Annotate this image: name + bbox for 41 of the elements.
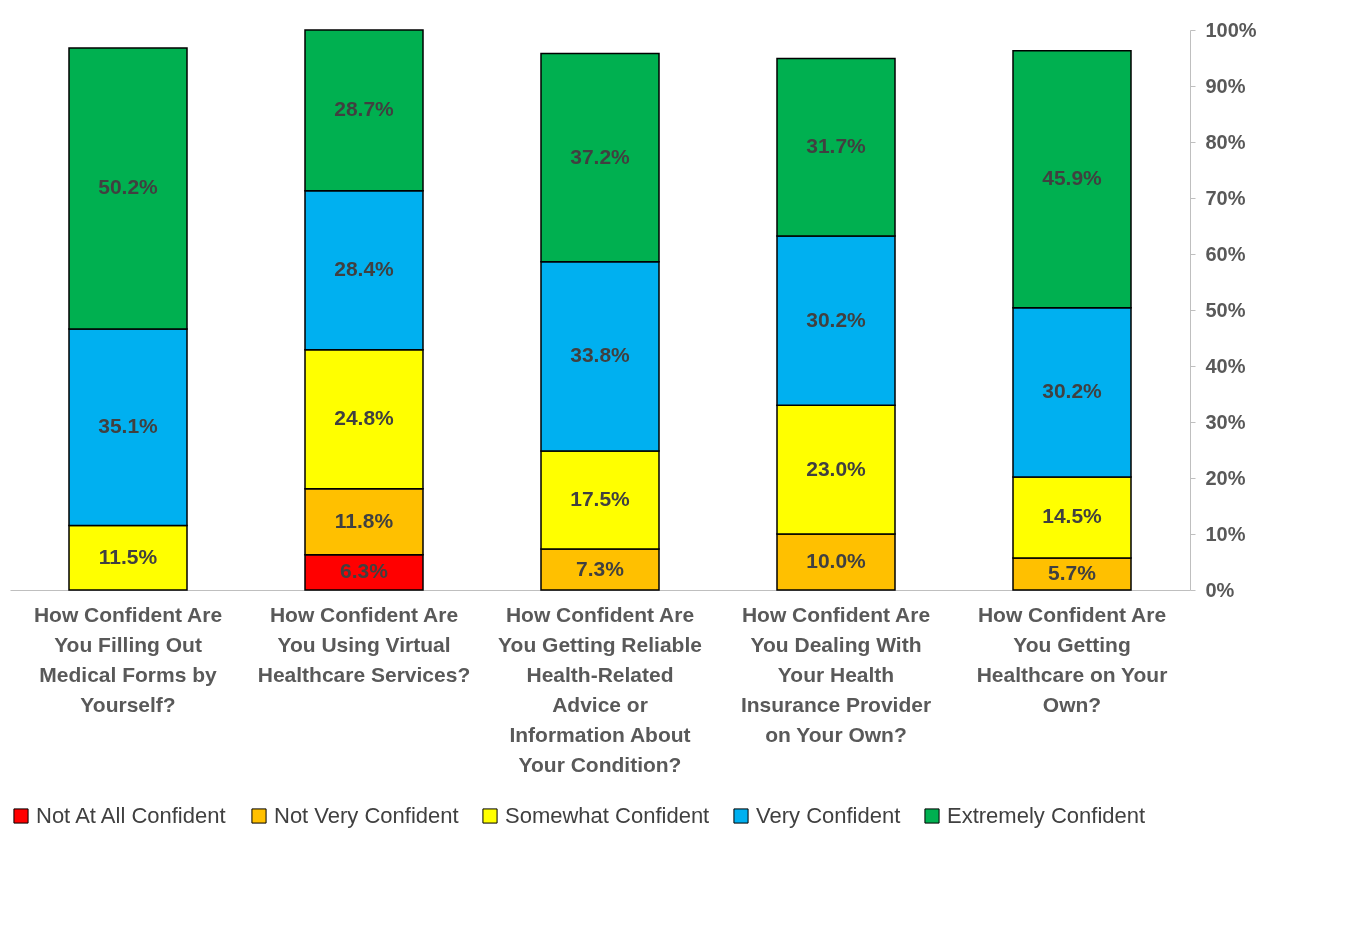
- y-tick-label: 90%: [1205, 74, 1246, 97]
- y-tick-label: 20%: [1205, 466, 1246, 489]
- data-label: 28.7%: [334, 97, 395, 121]
- data-label: 31.7%: [806, 134, 867, 158]
- data-label: 11.8%: [334, 508, 394, 532]
- data-label: 5.7%: [1048, 561, 1097, 585]
- data-label: 11.5%: [98, 544, 158, 568]
- legend-label: Not Very Confident: [274, 803, 459, 828]
- data-label: 14.5%: [1042, 504, 1103, 528]
- data-label: 33.8%: [570, 343, 631, 367]
- x-tick-label: How Confident Are You Using Virtual Healthcare Services?: [257, 603, 471, 686]
- y-tick-label: 100%: [1205, 18, 1257, 41]
- y-tick-label: 10%: [1205, 522, 1246, 545]
- x-tick-label: How Confident Are You Filling Out Medical Forms by Yourself?: [33, 603, 223, 716]
- data-label: 45.9%: [1042, 166, 1103, 190]
- legend-label: Not At All Confident: [36, 803, 226, 828]
- data-label: 24.8%: [334, 406, 395, 430]
- y-tick-label: 60%: [1205, 242, 1246, 265]
- x-tick-label: How Confident Are You Getting Healthcare on Your Own?: [976, 603, 1168, 716]
- data-label: 7.3%: [576, 556, 625, 580]
- x-tick-label: How Confident Are You Dealing With Your Health Insurance Provider on Your Own?: [740, 603, 932, 746]
- data-label: 50.2%: [98, 175, 159, 199]
- data-label: 17.5%: [570, 487, 631, 511]
- y-tick-label: 0%: [1205, 578, 1235, 601]
- y-tick-label: 30%: [1205, 410, 1246, 433]
- data-label: 23.0%: [806, 456, 867, 480]
- data-label: 30.2%: [1042, 379, 1103, 403]
- data-label: 28.4%: [334, 257, 395, 281]
- y-tick-label: 70%: [1205, 186, 1246, 209]
- y-tick-label: 40%: [1205, 354, 1246, 377]
- y-tick-label: 50%: [1205, 298, 1246, 321]
- data-label: 30.2%: [806, 307, 867, 331]
- data-label: 10.0%: [806, 549, 867, 572]
- x-tick-label: How Confident Are You Getting Reliable Health-Related Advice or Information About Your Condition?: [498, 603, 702, 776]
- data-label: 6.3%: [340, 559, 389, 583]
- legend-label: Extremely Confident: [947, 803, 1146, 828]
- data-label: 35.1%: [98, 414, 159, 438]
- data-label: 37.2%: [570, 144, 631, 168]
- legend-label: Very Confident: [756, 803, 901, 828]
- y-tick-label: 80%: [1205, 130, 1246, 153]
- legend-label: Somewhat Confident: [505, 803, 710, 828]
